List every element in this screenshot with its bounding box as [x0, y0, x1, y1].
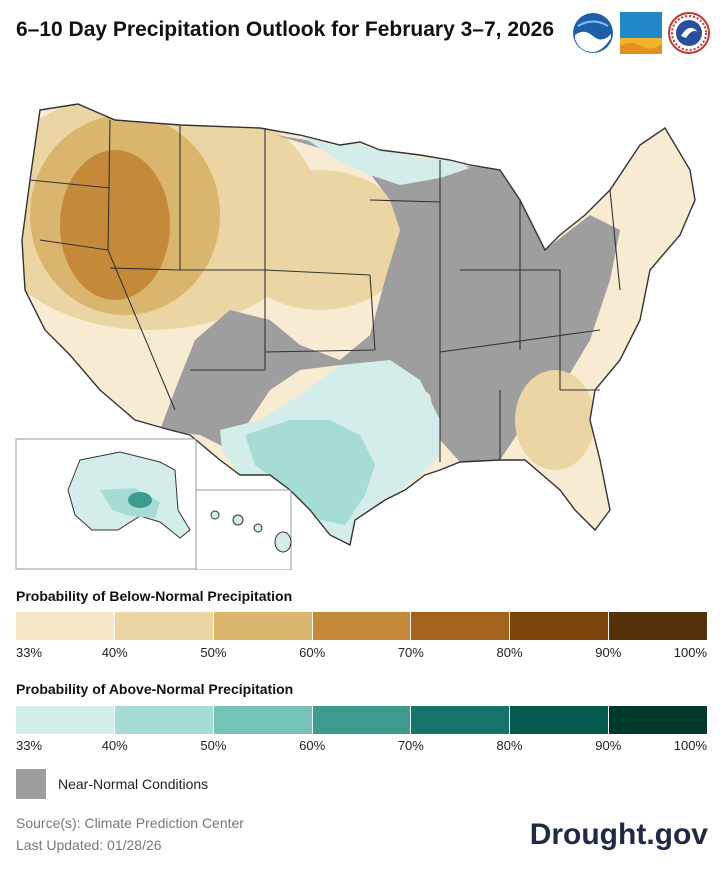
near-normal-swatch: [16, 769, 46, 799]
below-normal-swatch-4: [411, 612, 511, 640]
drought-gov-brand[interactable]: Drought.gov: [529, 818, 708, 851]
hawaii-inset: [195, 489, 292, 571]
below-normal-swatch-5: [510, 612, 610, 640]
above-normal-tick-label: 70%: [397, 738, 424, 753]
above-normal-swatch-3: [312, 706, 412, 734]
above-normal-swatch-4: [411, 706, 511, 734]
above-normal-swatch-5: [510, 706, 610, 734]
below-normal-swatch-6: [609, 612, 708, 640]
below-normal-tick-label: 70%: [397, 645, 424, 660]
map-svg: [15, 103, 696, 571]
below-normal-tick-label: 40%: [101, 645, 128, 660]
above-normal-tick-label: 100%: [673, 738, 707, 753]
below-normal-swatch-3: [312, 612, 412, 640]
above-normal-color-bar: [16, 706, 708, 734]
above-normal-tick-label: 60%: [299, 738, 326, 753]
source-info: Source(s): Climate Prediction Center Las…: [16, 812, 244, 856]
below-normal-tick-label: 80%: [496, 645, 523, 660]
above-normal-legend-title: Probability of Above-Normal Precipitatio…: [16, 681, 294, 697]
near-normal-label: Near-Normal Conditions: [58, 776, 209, 792]
below-normal-swatch-0: [16, 612, 115, 640]
logo-group: [572, 12, 710, 54]
alaska-inset: [15, 438, 197, 570]
below-normal-tick-label: 33%: [16, 645, 43, 660]
above-normal-swatch-6: [609, 706, 708, 734]
above-normal-ticks: 33% 40% 50% 60% 70% 80% 90% 100%: [16, 738, 707, 756]
nws-logo[interactable]: [668, 12, 710, 54]
above-normal-swatch-2: [213, 706, 313, 734]
below-normal-ticks: 33% 40% 50% 60% 70% 80% 90% 100%: [16, 645, 707, 663]
precipitation-outlook-map: [0, 90, 724, 571]
above-normal-tick-label: 40%: [101, 738, 128, 753]
above-normal-tick-label: 80%: [496, 738, 523, 753]
above-normal-tick-label: 33%: [16, 738, 43, 753]
state-borders: [21, 103, 696, 547]
source-line: Source(s): Climate Prediction Center: [16, 815, 244, 831]
below-normal-swatch-2: [213, 612, 313, 640]
below-normal-tick-label: 90%: [595, 645, 622, 660]
nidis-logo[interactable]: [620, 12, 662, 54]
above-normal-swatch-0: [16, 706, 115, 734]
above-normal-tick-label: 90%: [595, 738, 622, 753]
below-normal-tick-label: 60%: [299, 645, 326, 660]
below-normal-tick-label: 50%: [200, 645, 227, 660]
above-normal-tick-label: 50%: [200, 738, 227, 753]
below-normal-color-bar: [16, 612, 708, 640]
last-updated-line: Last Updated: 01/28/26: [16, 837, 162, 853]
page-title: 6–10 Day Precipitation Outlook for Febru…: [16, 18, 555, 41]
above-normal-swatch-1: [114, 706, 214, 734]
below-normal-legend-title: Probability of Below-Normal Precipitatio…: [16, 588, 293, 604]
below-normal-swatch-1: [114, 612, 214, 640]
below-normal-tick-label: 100%: [673, 645, 707, 660]
noaa-logo[interactable]: [572, 12, 614, 54]
